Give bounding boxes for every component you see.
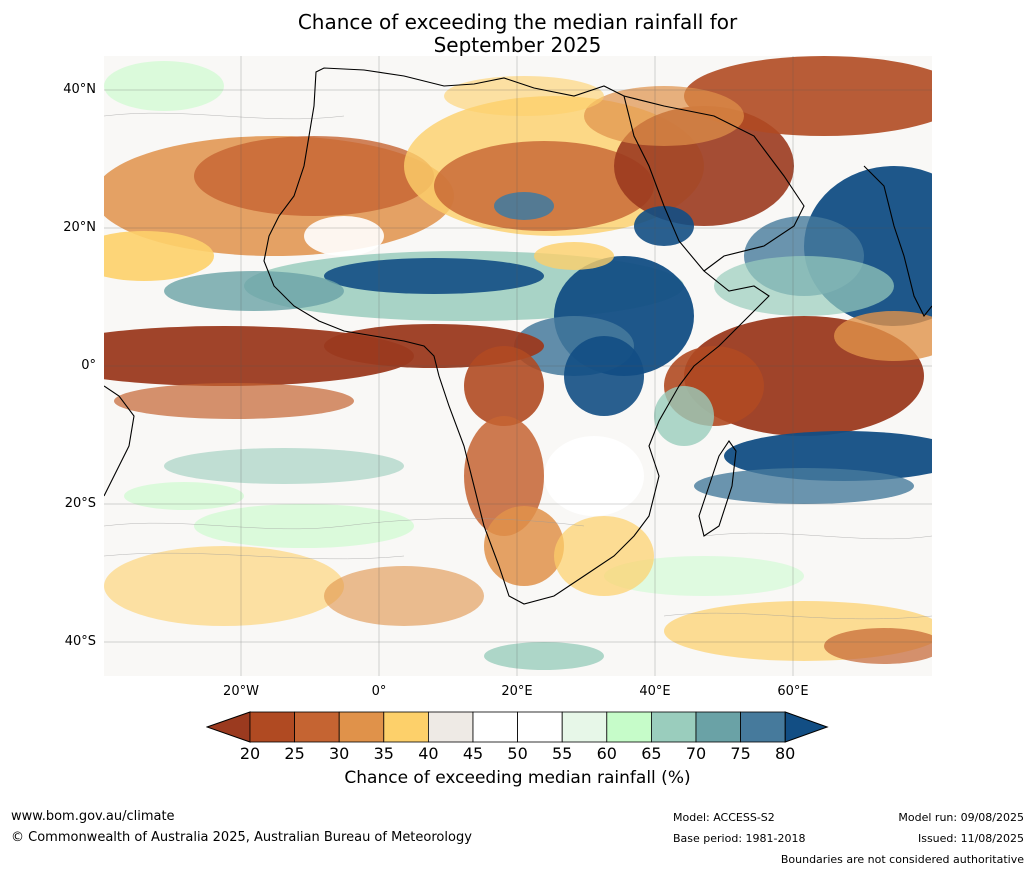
footer-issued: Issued: 11/08/2025 — [917, 832, 1024, 845]
colorbar-tick-label: 65 — [641, 744, 662, 763]
footer-disclaimer: Boundaries are not considered authoritat… — [780, 853, 1024, 866]
colorbar-tick-label: 60 — [596, 744, 617, 763]
map-title-line1: Chance of exceeding the median rainfall … — [297, 10, 738, 34]
lat-label-40s: 40°S — [64, 634, 96, 649]
colorbar-cell — [294, 711, 340, 743]
lat-label-20n: 20°N — [63, 220, 96, 235]
colorbar-tick-label: 45 — [462, 744, 484, 763]
colorbar-cell — [650, 711, 697, 743]
colorbar-cell — [249, 711, 295, 743]
colorbar-cell — [561, 711, 608, 743]
lon-label-40e: 40°E — [639, 684, 671, 699]
footer-copyright: © Commonwealth of Australia 2025, Austra… — [11, 830, 472, 845]
colorbar-tick-label: 70 — [685, 744, 707, 763]
colorbar-cell — [383, 711, 429, 743]
colorbar-label: Chance of exceeding median rainfall (%) — [344, 768, 691, 788]
lat-label-20s: 20°S — [64, 496, 96, 511]
map-title-line2: September 2025 — [433, 33, 602, 57]
lat-label-40n: 40°N — [63, 82, 96, 97]
africa-coastline — [263, 67, 770, 605]
colorbar-cell — [606, 711, 652, 743]
lon-label-20e: 20°E — [501, 684, 533, 699]
colorbar-cell — [517, 711, 563, 743]
colorbar-tick-label: 80 — [775, 744, 796, 763]
lat-label-0: 0° — [81, 358, 96, 373]
lon-label-60e: 60°E — [777, 684, 809, 699]
colorbar-cell — [695, 711, 741, 743]
madagascar-coastline — [698, 440, 737, 537]
south-america-coastline — [104, 385, 135, 497]
footer-base-period: Base period: 1981-2018 — [673, 832, 806, 845]
lon-label-20w: 20°W — [223, 684, 259, 699]
colorbar-tick-label: 25 — [284, 744, 305, 763]
colorbar-cell — [472, 711, 518, 743]
india-coastline — [863, 165, 932, 318]
colorbar-extend-high — [784, 711, 829, 743]
colorbar-tick-label: 55 — [552, 744, 573, 763]
colorbar-cell — [427, 711, 474, 743]
rainfall-probability-map — [104, 56, 932, 676]
footer-model-run: Model run: 09/08/2025 — [898, 811, 1024, 824]
colorbar — [206, 711, 829, 743]
colorbar-tick-label: 30 — [329, 744, 350, 763]
lon-label-0: 0° — [371, 684, 387, 699]
colorbar-tick-label: 40 — [418, 744, 439, 763]
colorbar-tick-label: 50 — [507, 744, 528, 763]
colorbar-tick-label: 35 — [373, 744, 394, 763]
footer-model: Model: ACCESS-S2 — [673, 811, 775, 824]
colorbar-cell — [338, 711, 385, 743]
colorbar-cell — [740, 711, 786, 743]
arabia-coastline — [623, 95, 805, 272]
footer-url[interactable]: www.bom.gov.au/climate — [11, 809, 175, 824]
colorbar-extend-low — [206, 711, 251, 743]
colorbar-tick-label: 75 — [730, 744, 751, 763]
colorbar-tick-label: 20 — [239, 744, 261, 763]
